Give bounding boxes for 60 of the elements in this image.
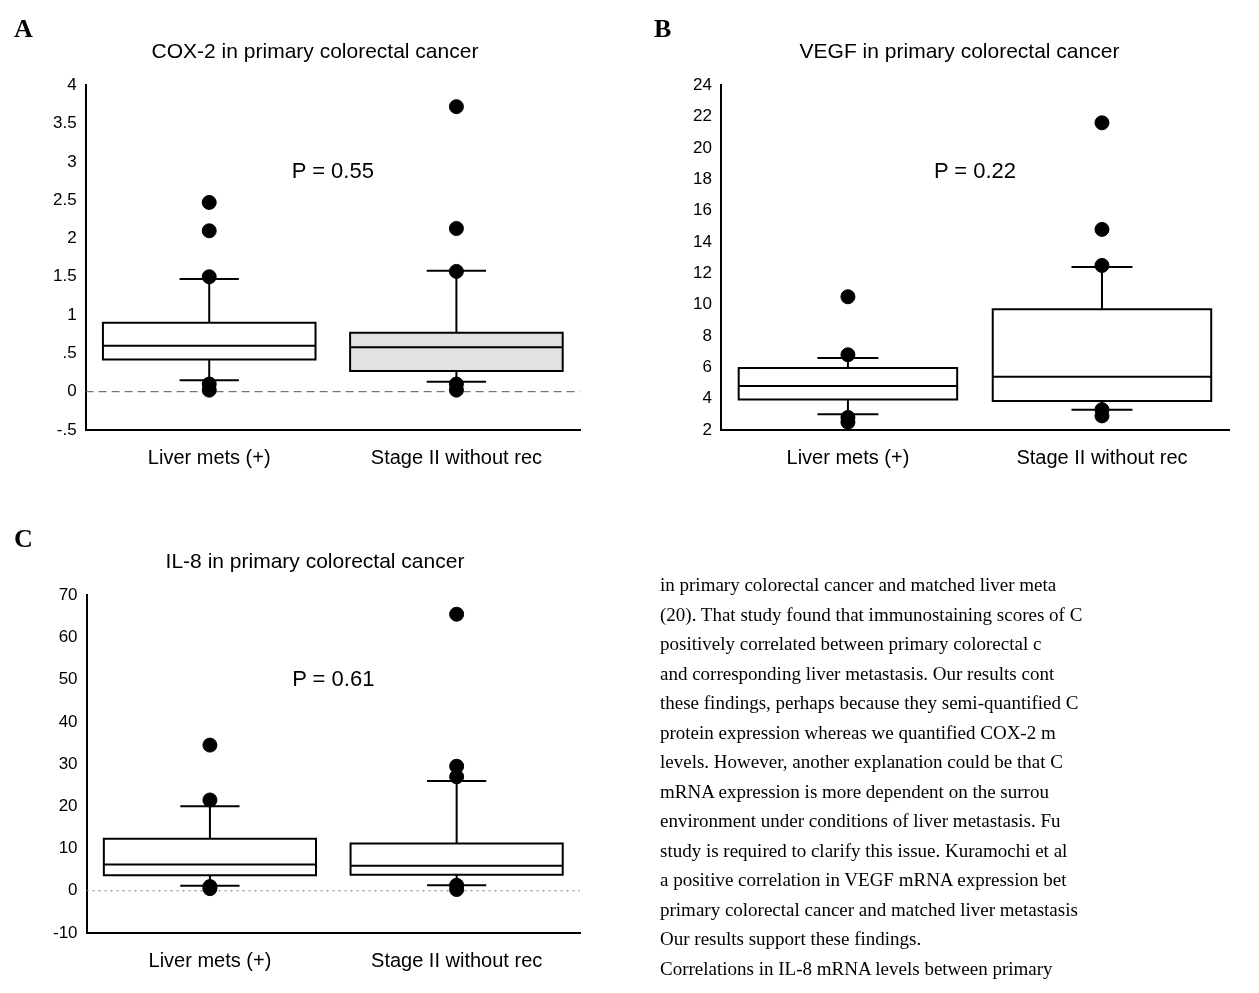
y-tick-label: -10 (52, 922, 78, 942)
y-tick-label: 14 (692, 231, 712, 251)
y-tick-label: 10 (692, 294, 712, 314)
y-tick-label: 40 (58, 711, 78, 731)
text: these findings, perhaps because they semi-quantified C (660, 691, 1080, 715)
y-tick-label: 2 (67, 228, 77, 248)
y-tick-label: 24 (692, 74, 712, 94)
text: protein expression whereas we quantified COX-2 m (660, 720, 1057, 745)
y-tick-label: 18 (692, 168, 712, 188)
y-tick-label: 30 (58, 753, 78, 773)
y-tick-label: 20 (58, 796, 78, 816)
y-tick-label: 6 (702, 357, 712, 376)
y-tick-label: 3 (67, 151, 77, 171)
y-tick-label: 4 (67, 74, 77, 94)
text: (20). That study found that immunostaining scores of C (660, 602, 1083, 627)
y-tick-label: 0 (67, 381, 77, 401)
annotation: P = 0.22 (933, 158, 1017, 184)
y-tick-label: 1 (67, 304, 77, 324)
y-tick-label: .5 (62, 343, 77, 363)
x-tick-label: Liver mets (+) (148, 948, 272, 971)
text: study is required to clarify this issue. Kuramochi et al (660, 838, 1069, 863)
text: and corresponding liver metastasis. Our results cont (660, 661, 1056, 686)
y-tick-label: 60 (58, 627, 78, 647)
y-tick-label: 4 (702, 388, 712, 408)
chart-title: IL-8 in primary colorectal cancer (165, 549, 465, 573)
y-tick-label: 2.5 (52, 189, 77, 209)
text: C (14, 524, 33, 554)
y-tick-label: 2 (702, 419, 712, 439)
y-tick-label: 12 (692, 262, 712, 282)
y-tick-label: 1.5 (52, 266, 77, 286)
text: Our results support these findings. (660, 927, 923, 951)
x-tick-label: Stage II without rec (371, 948, 543, 971)
x-tick-label: Stage II without rec (370, 445, 543, 468)
chart-title: VEGF in primary colorectal cancer (799, 39, 1120, 63)
y-tick-label: 10 (58, 838, 78, 858)
text: environment under conditions of liver metastasis. Fu (660, 809, 1062, 833)
text: mRNA expression is more dependent on the surrou (660, 779, 1050, 804)
y-tick-label: 70 (58, 584, 78, 604)
x-tick-label: Liver mets (+) (147, 445, 271, 468)
text: primary colorectal cancer and matched liver metastasis (660, 897, 1079, 922)
text: Correlations in IL-8 mRNA levels between primary (660, 956, 1054, 981)
text: B (654, 14, 672, 44)
y-tick-label: -.5 (56, 419, 77, 439)
text: positively correlated between primary colorectal c (660, 632, 1043, 656)
y-tick-label: 22 (692, 106, 712, 126)
y-tick-label: 50 (58, 669, 78, 689)
annotation: P = 0.61 (292, 666, 375, 692)
x-tick-label: Liver mets (+) (786, 445, 910, 468)
text: in primary colorectal cancer and matched liver meta (660, 573, 1058, 597)
y-tick-label: 20 (692, 137, 712, 157)
annotation: P = 0.55 (291, 158, 374, 184)
y-tick-label: 3.5 (52, 113, 77, 133)
chart-title: COX-2 in primary colorectal cancer (151, 39, 479, 63)
text: levels. However, another explanation could be that C (660, 750, 1064, 774)
text: A (14, 14, 33, 44)
y-tick-label: 8 (702, 325, 712, 345)
y-tick-label: 16 (692, 200, 712, 220)
x-tick-label: Stage II without rec (1016, 445, 1188, 468)
y-tick-label: 0 (68, 880, 78, 900)
text: a positive correlation in VEGF mRNA expression bet (660, 868, 1068, 892)
